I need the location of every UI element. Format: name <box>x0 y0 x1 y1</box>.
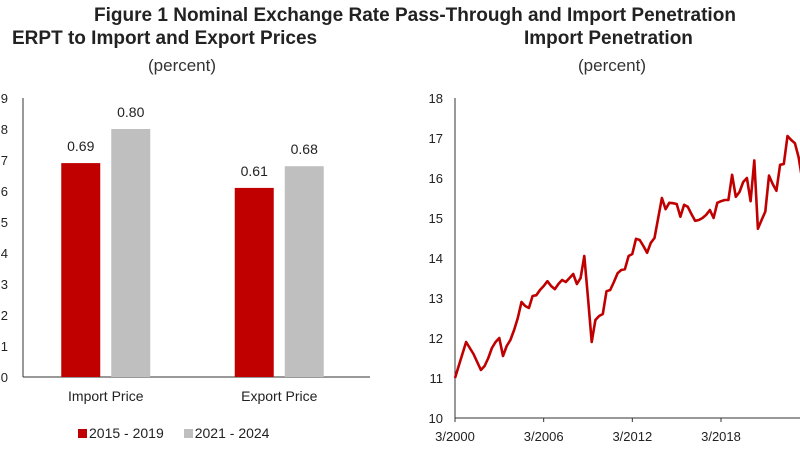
line-y-tick-label: 18 <box>429 91 443 106</box>
legend-swatch-red <box>78 428 87 438</box>
bar-y-tick-label: 9 <box>1 91 8 106</box>
line-y-tick-label: 17 <box>429 131 443 146</box>
line-x-tick-label: 3/2006 <box>524 429 564 444</box>
figure-title: Figure 1 Nominal Exchange Rate Pass-Thro… <box>94 5 736 26</box>
line-y-tick-label: 13 <box>429 291 443 306</box>
bar-y-tick-label: 6 <box>1 184 8 199</box>
bar-y-tick-label: 8 <box>1 122 8 137</box>
legend-item-2015-2019: 2015 - 2019 <box>78 425 164 441</box>
bar-data-label: 0.80 <box>117 104 144 120</box>
line-x-tick-label: 3/2000 <box>435 429 475 444</box>
bar-y-tick-label: 1 <box>1 339 8 354</box>
bar-import-price-0 <box>61 163 101 377</box>
legend-item-2021-2024: 2021 - 2024 <box>183 425 270 441</box>
bar-chart-legend: 2015 - 2019 2021 - 2024 <box>78 425 269 441</box>
bar-y-tick-label: 5 <box>1 215 8 230</box>
import-penetration-line <box>453 134 800 379</box>
line-y-tick-label: 10 <box>429 411 443 426</box>
bar-import-price-1 <box>111 129 151 377</box>
line-y-tick-label: 15 <box>429 211 443 226</box>
bar-export-price-0 <box>234 187 274 377</box>
line-y-tick-label: 11 <box>430 371 444 386</box>
line-chart-unit: (percent) <box>578 56 647 75</box>
bar-data-label: 0.69 <box>67 138 94 154</box>
bar-data-label: 0.61 <box>241 163 268 179</box>
line-x-tick-label: 3/2018 <box>701 429 741 444</box>
bar-y-tick-label: 7 <box>1 153 8 168</box>
line-y-tick-label: 14 <box>429 251 443 266</box>
bar-x-tick-label: Import Price <box>68 388 144 404</box>
bar-x-tick-label: Export Price <box>241 388 317 404</box>
bar-y-tick-label: 3 <box>1 277 8 292</box>
bar-export-price-1 <box>284 166 324 377</box>
bar-y-tick-label: 0 <box>1 370 8 385</box>
line-y-tick-label: 16 <box>429 171 443 186</box>
bar-chart-title: ERPT to Import and Export Prices <box>12 28 318 49</box>
bar-y-tick-label: 4 <box>1 246 8 261</box>
legend-swatch-gray <box>183 428 193 438</box>
bar-chart-unit: (percent) <box>148 56 217 75</box>
bar-y-tick-label: 2 <box>1 308 8 323</box>
line-chart-title: Import Penetration <box>524 28 693 49</box>
legend-label: 2015 - 2019 <box>89 425 164 441</box>
bar-data-label: 0.68 <box>291 141 318 157</box>
line-y-tick-label: 12 <box>429 331 443 346</box>
legend-label: 2021 - 2024 <box>194 425 270 441</box>
line-x-tick-label: 3/2012 <box>612 429 652 444</box>
